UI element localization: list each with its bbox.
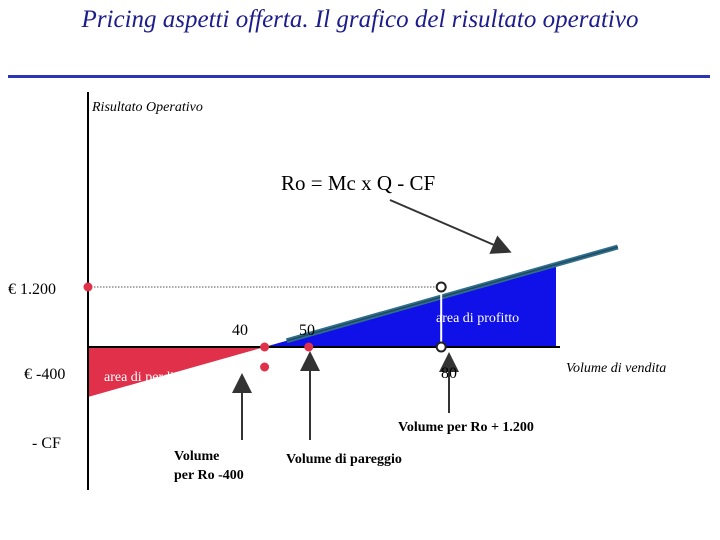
- page-title: Pricing aspetti offerta. Il grafico del …: [81, 6, 639, 33]
- data-point-40-0: [260, 342, 270, 352]
- vol-1200-label: Volume per Ro + 1.200: [398, 420, 534, 435]
- result-line-core: [286, 246, 619, 342]
- data-point-50-0: [304, 342, 314, 352]
- pareggio-label: Volume di pareggio: [286, 452, 402, 467]
- formula-arrow: [389, 199, 512, 254]
- x-axis-label: Volume di vendita: [566, 361, 666, 376]
- y-axis-label: Risultato Operativo: [91, 100, 203, 115]
- vol-400-label-line2: per Ro -400: [174, 468, 244, 483]
- y-tick-minus-400: € -400: [24, 366, 65, 383]
- y-tick-cf: - CF: [32, 435, 61, 452]
- y-tick-1200: € 1.200: [8, 281, 56, 298]
- title-divider: [8, 75, 710, 78]
- loss-area-label: area di perdita: [104, 370, 185, 385]
- x-tick-40: 40: [232, 322, 248, 339]
- vol-400-label-line1: Volume: [174, 449, 219, 464]
- data-point-40--400: [260, 362, 270, 372]
- x-tick-50: 50: [299, 322, 315, 339]
- points-layer: [83, 281, 447, 372]
- x-tick-80: 80: [441, 365, 457, 382]
- data-point-80-0: [435, 341, 447, 353]
- data-point-80-1200: [435, 281, 447, 293]
- profit-area-label: area di profitto: [436, 311, 519, 326]
- formula-label: Ro = Mc x Q - CF: [281, 171, 435, 195]
- data-point-0-1200: [83, 282, 93, 292]
- loss-area: [88, 347, 265, 397]
